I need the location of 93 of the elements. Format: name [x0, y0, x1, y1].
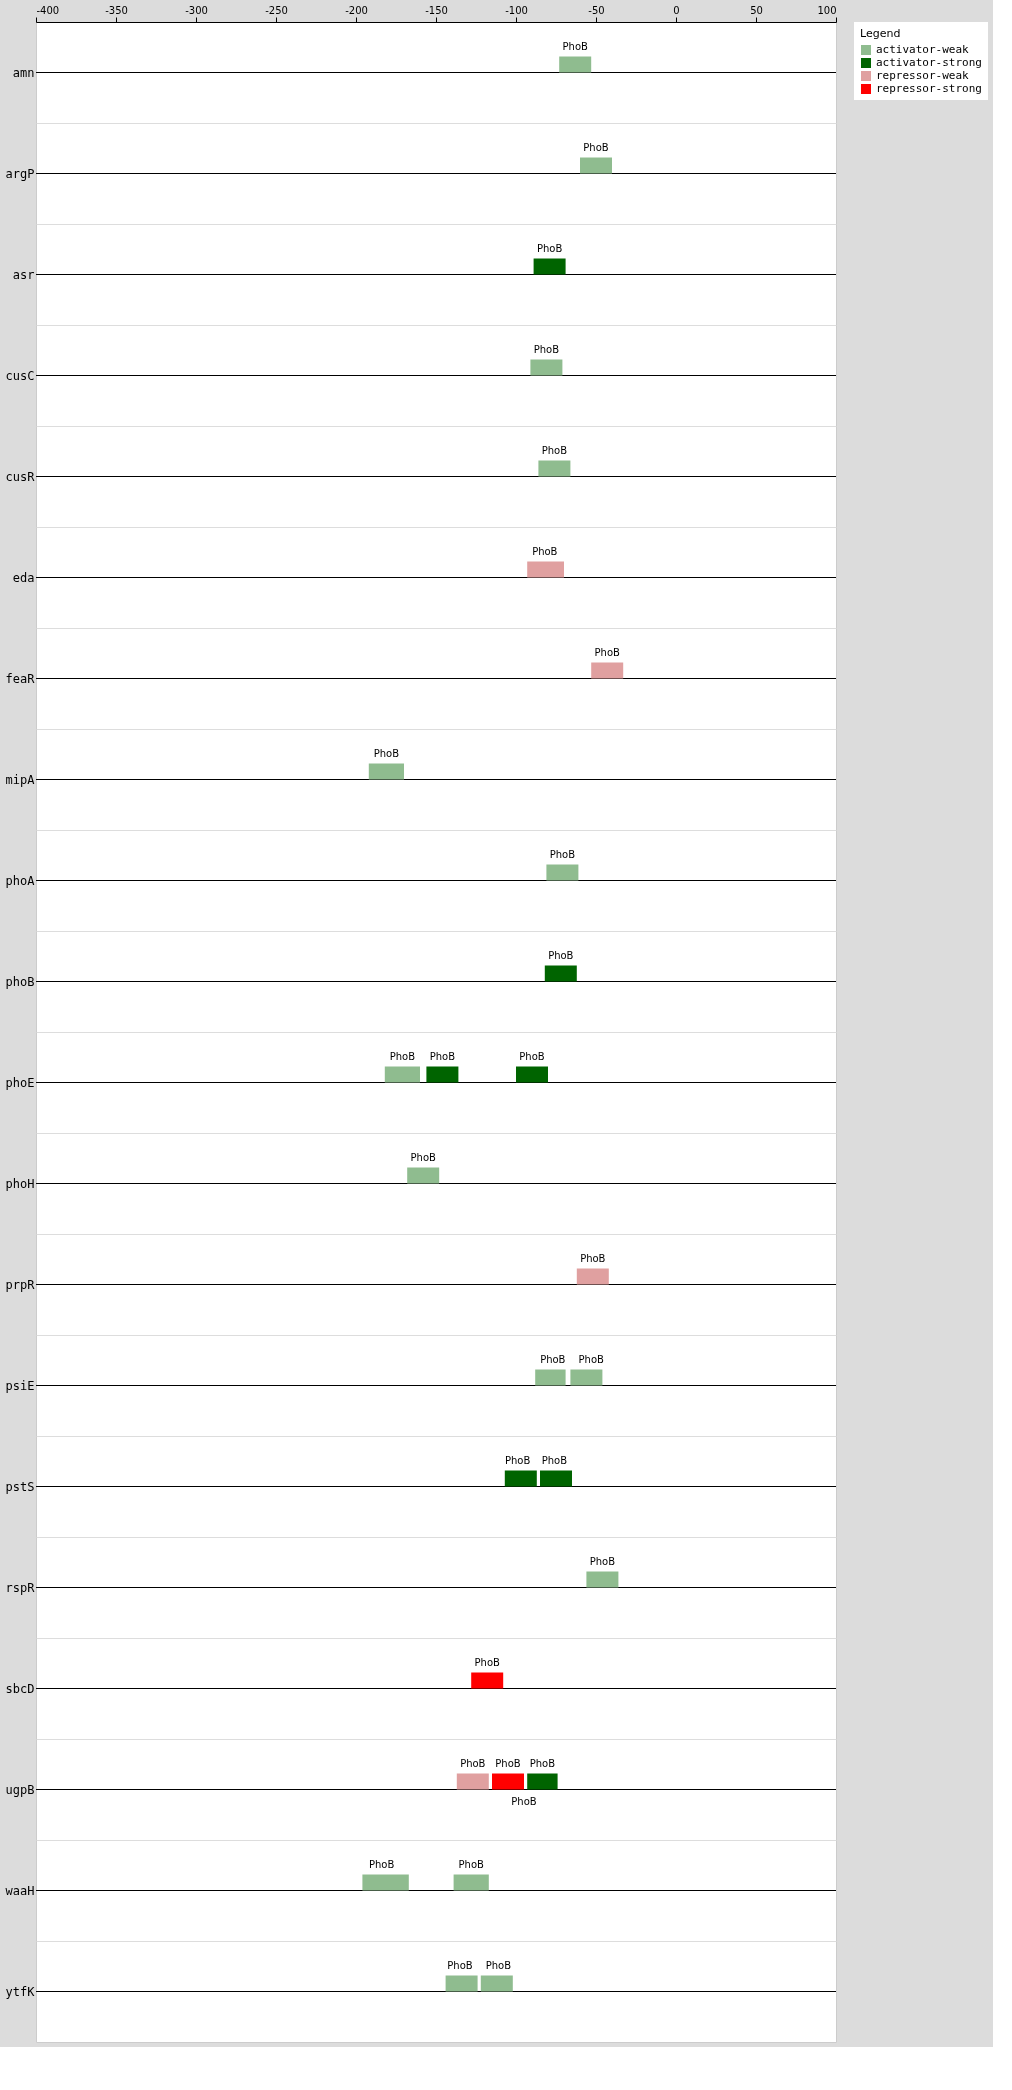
y-tick-label: cusR — [5, 469, 36, 484]
y-tick-label: ytfK — [5, 1984, 36, 1999]
y-tick-label: eda — [12, 570, 35, 585]
y-tick-label: cusC — [5, 368, 35, 383]
bar — [407, 1167, 440, 1184]
annotation: PhoB — [562, 40, 589, 52]
bar — [530, 359, 563, 376]
bar — [456, 1773, 489, 1790]
legend-label: activator-weak — [876, 43, 970, 56]
annotation: PhoB — [389, 1050, 416, 1062]
bar — [538, 460, 571, 477]
annotation: PhoB — [447, 1959, 473, 1971]
annotation: PhoB — [549, 848, 576, 860]
x-tick-label: -350 — [105, 4, 128, 16]
y-tick-label: phoA — [5, 873, 36, 888]
y-tick-label: feaR — [5, 671, 36, 686]
bar — [362, 1874, 409, 1891]
y-tick-label: ugpB — [5, 1782, 35, 1797]
annotation: PhoB — [589, 1555, 616, 1567]
y-tick-label: sbcD — [5, 1681, 35, 1696]
annotation: PhoB — [583, 141, 609, 153]
bar — [516, 1066, 548, 1083]
x-tick-label: -100 — [505, 4, 528, 16]
x-tick-label: 100 — [817, 4, 837, 16]
legend-label: repressor-strong — [876, 82, 982, 95]
annotation: PhoB — [580, 1252, 606, 1264]
annotation: PhoB — [368, 1858, 395, 1870]
annotation: PhoB — [533, 343, 560, 355]
annotation: PhoB — [540, 1353, 566, 1365]
y-tick-label: phoH — [5, 1176, 35, 1191]
annotation: PhoB — [578, 1353, 605, 1365]
bar — [527, 561, 564, 578]
bar — [492, 1773, 524, 1790]
x-tick-label: -150 — [425, 4, 448, 16]
bar — [480, 1975, 513, 1992]
bar — [533, 258, 566, 275]
annotation: PhoB — [519, 1050, 545, 1062]
bar — [504, 1470, 537, 1487]
annotation: PhoB — [594, 646, 621, 658]
bar — [540, 1470, 572, 1487]
bar — [559, 56, 592, 73]
y-tick-label: waaH — [5, 1883, 35, 1898]
x-tick-label: -200 — [345, 4, 368, 16]
x-tick-label: -50 — [588, 4, 605, 16]
bar — [586, 1571, 619, 1588]
bar — [471, 1672, 504, 1689]
annotation: PhoB — [541, 1454, 568, 1466]
annotation: PhoB — [511, 1795, 537, 1807]
y-tick-label: phoB — [5, 974, 35, 989]
annotation: PhoB — [429, 1050, 456, 1062]
bar — [384, 1066, 420, 1083]
bar — [535, 1369, 566, 1386]
bar — [445, 1975, 478, 1992]
bar — [426, 1066, 459, 1083]
annotation: PhoB — [485, 1959, 512, 1971]
bar — [591, 662, 624, 679]
annotation: PhoB — [532, 545, 558, 557]
y-tick-label: mipA — [5, 772, 36, 787]
y-tick-label: psiE — [5, 1378, 35, 1393]
annotation: PhoB — [495, 1757, 521, 1769]
annotation: PhoB — [458, 1858, 485, 1870]
annotation: PhoB — [460, 1757, 486, 1769]
annotation: PhoB — [541, 444, 568, 456]
annotation: PhoB — [410, 1151, 437, 1163]
x-tick-label: -400 — [36, 4, 60, 16]
annotation: PhoB — [529, 1757, 556, 1769]
y-tick-label: argP — [5, 166, 35, 181]
y-tick-label: asr — [12, 267, 35, 282]
annotation: PhoB — [474, 1656, 501, 1668]
bar — [576, 1268, 609, 1285]
annotation: PhoB — [504, 1454, 531, 1466]
x-tick-label: -300 — [185, 4, 208, 16]
annotation: PhoB — [548, 949, 574, 961]
annotation: PhoB — [373, 747, 400, 759]
x-tick-label: 50 — [750, 4, 763, 16]
bar — [368, 763, 404, 780]
legend-label: repressor-weak — [876, 69, 970, 82]
legend-title: Legend — [860, 27, 901, 40]
bar — [453, 1874, 489, 1891]
bar — [527, 1773, 558, 1790]
bar — [546, 864, 579, 881]
bar — [570, 1369, 603, 1386]
y-tick-label: prpR — [5, 1277, 36, 1292]
legend-label: activator-strong — [876, 56, 982, 69]
x-tick-label: 0 — [673, 4, 680, 16]
y-tick-label: rspR — [5, 1580, 36, 1595]
y-tick-label: amn — [12, 65, 35, 80]
annotation: PhoB — [536, 242, 563, 254]
bar — [544, 965, 577, 982]
x-tick-label: -250 — [265, 4, 288, 16]
y-tick-label: phoE — [5, 1075, 35, 1090]
y-tick-label: pstS — [5, 1479, 35, 1494]
bar — [580, 157, 612, 174]
